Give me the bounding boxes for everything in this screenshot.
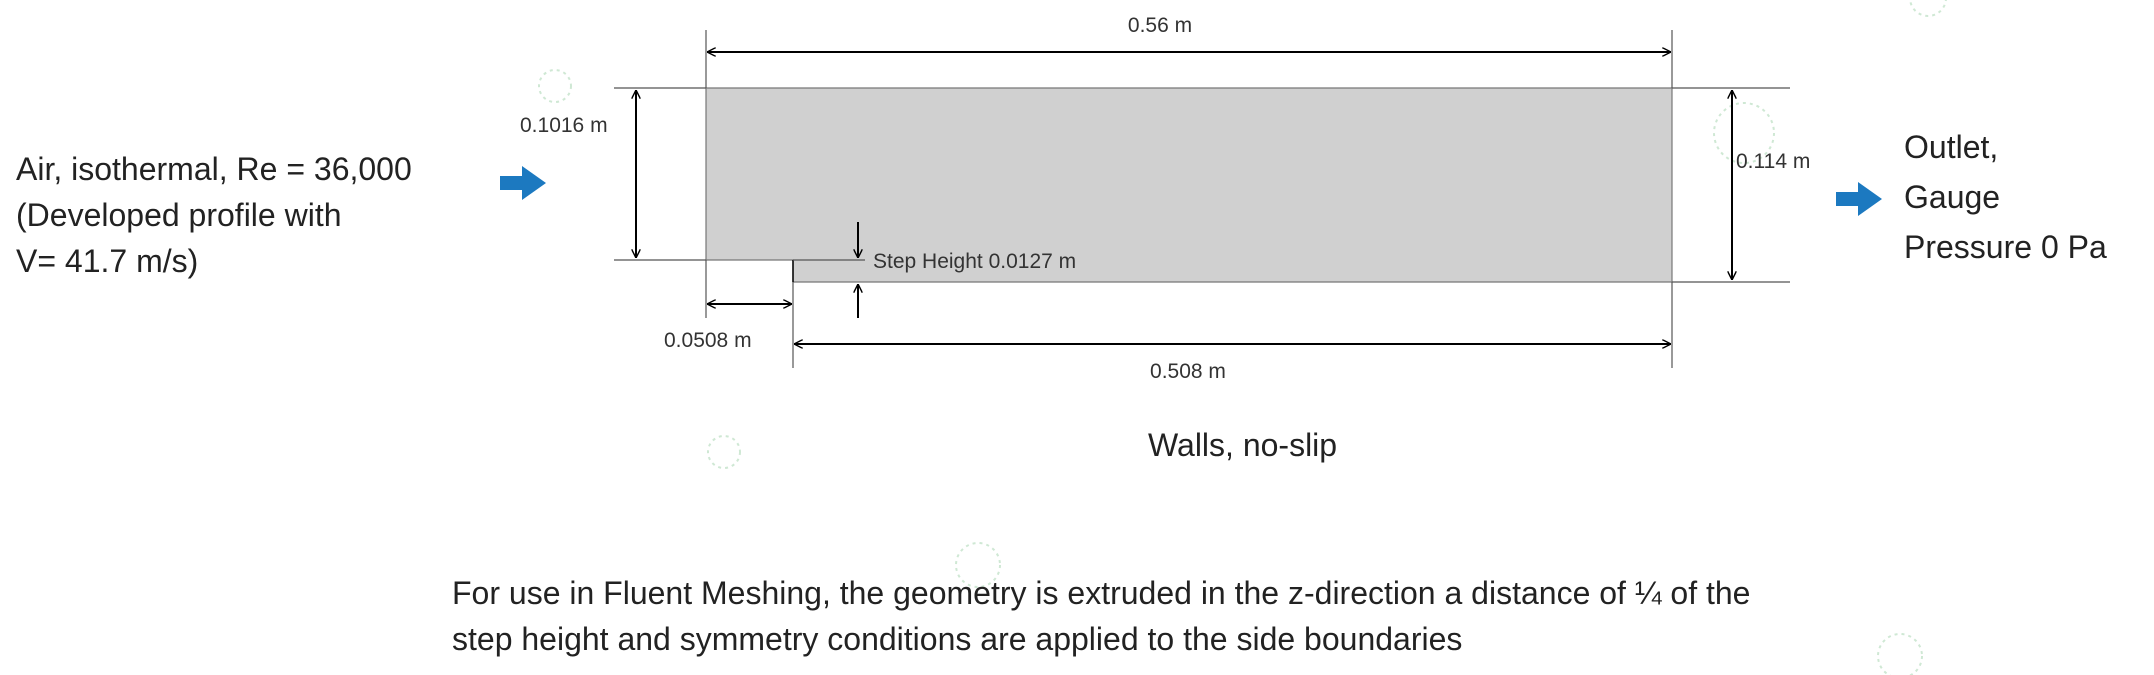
walls-label: Walls, no-slip xyxy=(1148,427,1337,463)
outlet-line: Outlet, xyxy=(1904,129,1998,165)
outlet-line: Pressure 0 Pa xyxy=(1904,229,2107,265)
note-line: step height and symmetry conditions are … xyxy=(452,621,1462,657)
note-line: For use in Fluent Meshing, the geometry … xyxy=(452,575,1750,611)
step-height-label: Step Height 0.0127 m xyxy=(873,250,1076,273)
inlet-description: Air, isothermal, Re = 36,000 (Developed … xyxy=(16,151,421,279)
total-length-label: 0.56 m xyxy=(1128,14,1192,37)
decorative-circles xyxy=(538,0,1947,675)
inlet-line: (Developed profile with xyxy=(16,197,342,233)
decor-circle xyxy=(955,542,1001,588)
decor-circle xyxy=(538,69,572,103)
downstream-length-label: 0.508 m xyxy=(1150,360,1226,383)
inlet-height-label: 0.1016 m xyxy=(520,114,608,137)
extension-lines xyxy=(614,30,1790,368)
inlet-flow-arrow-icon xyxy=(500,166,546,200)
outlet-flow-arrow-icon xyxy=(1836,182,1882,216)
decor-circle xyxy=(1713,102,1775,164)
outlet-line: Gauge xyxy=(1904,179,2000,215)
dimension-arrows xyxy=(636,52,1732,344)
decor-circle xyxy=(707,435,741,469)
decor-circle xyxy=(1909,0,1947,17)
flow-domain xyxy=(705,87,1673,283)
outlet-description: Outlet, Gauge Pressure 0 Pa xyxy=(1904,129,2107,265)
step-length-label: 0.0508 m xyxy=(664,329,752,352)
meshing-note: For use in Fluent Meshing, the geometry … xyxy=(452,575,1759,657)
decor-circle xyxy=(1877,633,1923,675)
inlet-line: V= 41.7 m/s) xyxy=(16,243,198,279)
outlet-height-label: 0.114 m xyxy=(1736,150,1810,173)
inlet-line: Air, isothermal, Re = 36,000 xyxy=(16,151,412,187)
